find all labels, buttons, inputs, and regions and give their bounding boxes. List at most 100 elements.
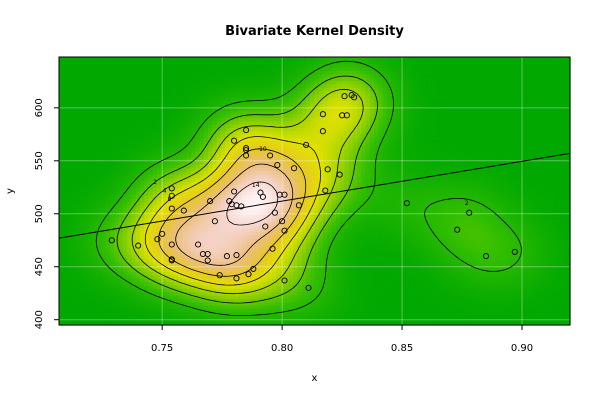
density-cell — [203, 278, 209, 283]
density-cell — [233, 288, 239, 293]
density-cell — [544, 311, 550, 316]
density-cell — [93, 234, 98, 239]
density-cell — [97, 258, 103, 262]
density-cell — [310, 251, 316, 256]
density-cell — [284, 271, 290, 276]
density-cell — [71, 288, 77, 293]
density-cell — [271, 234, 277, 239]
density-cell — [403, 294, 409, 299]
density-cell — [331, 217, 337, 222]
density-cell — [476, 314, 482, 319]
density-cell — [450, 278, 456, 283]
density-cell — [59, 311, 64, 316]
density-cell — [459, 221, 465, 226]
density-cell — [93, 314, 98, 319]
density-cell — [191, 294, 196, 299]
density-cell — [67, 224, 73, 229]
density-cell — [510, 217, 516, 222]
density-cell — [267, 274, 273, 279]
density-cell — [67, 291, 73, 296]
density-cell — [71, 311, 77, 316]
density-cell — [327, 231, 333, 236]
density-cell — [310, 214, 316, 219]
density-cell — [455, 224, 460, 229]
density-cell — [178, 221, 184, 226]
density-cell — [459, 231, 465, 236]
density-cell — [208, 291, 213, 296]
density-cell — [535, 274, 541, 279]
density-cell — [552, 258, 558, 262]
density-cell — [267, 314, 273, 319]
density-cell — [122, 251, 128, 256]
density-cell — [127, 244, 132, 249]
density-cell — [110, 301, 115, 306]
density-cell — [535, 224, 541, 229]
density-cell — [118, 294, 124, 299]
density-cell — [552, 251, 558, 256]
density-cell — [535, 271, 541, 276]
density-cell — [331, 288, 337, 293]
density-cell — [148, 298, 154, 303]
density-cell — [131, 221, 137, 226]
density-cell — [225, 268, 230, 272]
density-cell — [493, 274, 499, 279]
density-cell — [548, 318, 554, 323]
density-cell — [455, 301, 460, 306]
density-cell — [442, 311, 448, 316]
density-cell — [450, 231, 456, 236]
density-cell — [118, 291, 124, 296]
density-cell — [420, 231, 426, 236]
density-cell — [288, 314, 294, 319]
density-cell — [480, 258, 486, 262]
density-cell — [369, 301, 375, 306]
density-cell — [433, 294, 439, 299]
density-cell — [135, 284, 141, 289]
density-cell — [382, 268, 388, 272]
density-cell — [88, 214, 94, 219]
density-cell — [323, 251, 328, 256]
density-cell — [323, 237, 328, 242]
density-cell — [237, 251, 243, 256]
density-cell — [105, 281, 111, 286]
density-cell — [254, 254, 260, 259]
density-cell — [280, 318, 286, 323]
density-cell — [412, 237, 418, 242]
density-cell — [527, 247, 533, 252]
density-cell — [225, 314, 230, 319]
density-cell — [352, 284, 358, 289]
density-cell — [131, 294, 137, 299]
density-cell — [369, 274, 375, 279]
density-cell — [365, 311, 371, 316]
density-cell — [216, 284, 222, 289]
density-cell — [246, 318, 252, 323]
density-cell — [169, 298, 175, 303]
density-cell — [506, 311, 511, 316]
density-cell — [186, 231, 192, 236]
density-cell — [374, 237, 379, 242]
density-cell — [203, 247, 209, 252]
density-cell — [361, 241, 367, 246]
density-cell — [552, 304, 558, 309]
density-cell — [301, 244, 307, 249]
density-cell — [220, 278, 226, 283]
density-cell — [88, 227, 94, 232]
density-cell — [327, 288, 333, 293]
density-cell — [565, 217, 571, 222]
density-cell — [191, 298, 196, 303]
density-cell — [446, 294, 452, 299]
density-cell — [144, 214, 150, 219]
density-cell — [565, 258, 571, 262]
density-cell — [127, 288, 132, 293]
density-cell — [84, 258, 90, 262]
density-cell — [540, 221, 546, 226]
density-cell — [259, 321, 264, 326]
density-cell — [242, 274, 247, 279]
density-cell — [216, 217, 222, 222]
density-cell — [484, 321, 490, 326]
density-cell — [97, 234, 103, 239]
density-cell — [195, 311, 201, 316]
density-cell — [352, 311, 358, 316]
density-cell — [484, 288, 490, 293]
density-cell — [557, 244, 563, 249]
density-cell — [280, 314, 286, 319]
